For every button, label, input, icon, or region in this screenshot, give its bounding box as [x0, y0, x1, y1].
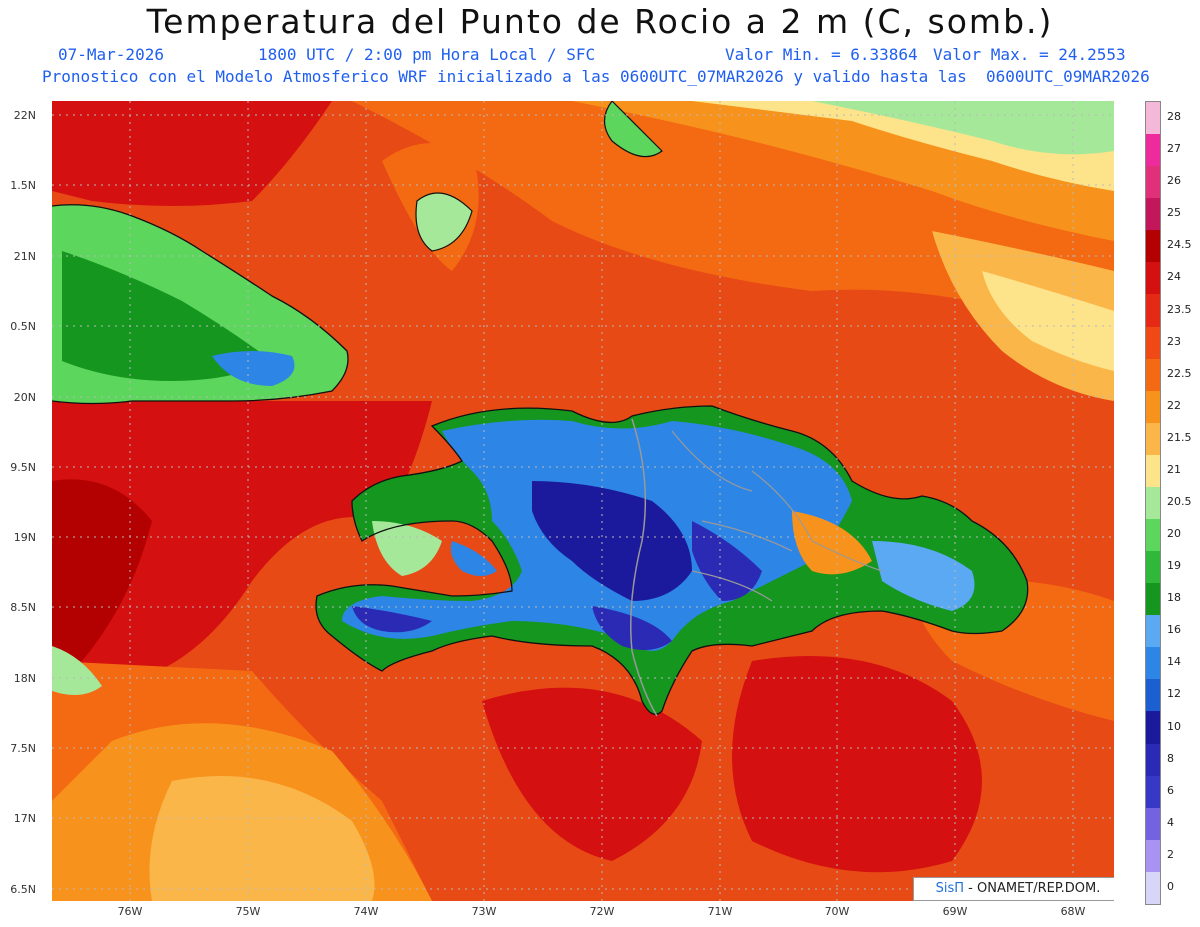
lon-label: 73W [471, 905, 497, 918]
lat-label: 20N [13, 391, 36, 404]
credit-text: - ONAMET/REP.DOM. [964, 881, 1101, 896]
colorbar-label: 23.5 [1167, 302, 1192, 316]
colorbar-swatch [1146, 486, 1160, 520]
colorbar-swatch [1146, 198, 1160, 231]
colorbar-label: 20 [1167, 527, 1181, 541]
credit-brand: SisΠ [935, 881, 965, 896]
colorbar-swatch [1146, 326, 1160, 359]
lat-label: 7.5N [10, 742, 36, 755]
colorbar-swatch [1146, 679, 1160, 712]
map-title: Temperatura del Punto de Rocio a 2 m (C,… [146, 2, 1054, 41]
lon-label: 76W [117, 905, 143, 918]
colorbar-swatch [1146, 102, 1160, 135]
colorbar-swatch [1146, 134, 1160, 167]
colorbar-swatch [1146, 262, 1160, 295]
colorbar-label: 8 [1167, 751, 1174, 765]
colorbar-label: 6 [1167, 783, 1174, 797]
lon-label: 68W [1060, 905, 1086, 918]
colorbar-swatch [1146, 711, 1160, 744]
lat-label: 21N [13, 250, 36, 263]
colorbar-swatch [1146, 615, 1160, 648]
colorbar-label: 21 [1167, 462, 1181, 476]
lon-label: 72W [589, 905, 615, 918]
colorbar-label: 22.5 [1167, 366, 1192, 380]
lat-label: 0.5N [10, 320, 36, 333]
colorbar-label: 26 [1167, 174, 1181, 188]
lon-label: 70W [824, 905, 850, 918]
lon-label: 75W [235, 905, 261, 918]
lat-label: 8.5N [10, 601, 36, 614]
colorbar-swatch [1146, 454, 1160, 487]
lon-label: 69W [942, 905, 968, 918]
colorbar-label: 12 [1167, 687, 1181, 701]
colorbar-label: 24 [1167, 270, 1181, 284]
colorbar-swatch [1146, 839, 1160, 872]
colorbar-label: 0 [1167, 879, 1174, 893]
colorbar-label: 25 [1167, 206, 1181, 220]
colorbar-label: 22 [1167, 398, 1181, 412]
forecast-time: 1800 UTC / 2:00 pm Hora Local / SFC [258, 45, 596, 64]
lat-label: 6.5N [10, 883, 36, 896]
colorbar-label: 16 [1167, 623, 1181, 637]
colorbar-swatch [1146, 519, 1160, 552]
colorbar-label: 19 [1167, 559, 1181, 573]
forecast-info: Pronostico con el Modelo Atmosferico WRF… [42, 67, 1150, 86]
map-field [52, 101, 1114, 901]
colorbar-swatch [1146, 583, 1160, 616]
colorbar-swatch [1146, 647, 1160, 680]
dewpoint-map: SisΠ - ONAMET/REP.DOM. [52, 101, 1114, 901]
colorbar-swatch [1146, 807, 1160, 840]
min-value: Valor Min. = 6.33864 [725, 45, 918, 64]
colorbar [1145, 101, 1161, 905]
colorbar-label: 10 [1167, 719, 1181, 733]
colorbar-label: 27 [1167, 142, 1181, 156]
forecast-date: 07-Mar-2026 [58, 45, 164, 64]
colorbar-label: 20.5 [1167, 495, 1192, 508]
colorbar-label: 2 [1167, 847, 1174, 861]
lat-label: 9.5N [10, 461, 36, 474]
colorbar-swatch [1146, 230, 1160, 263]
colorbar-label: 14 [1167, 655, 1181, 669]
colorbar-swatch [1146, 422, 1160, 455]
colorbar-label: 23 [1167, 334, 1181, 348]
lat-label: 1.5N [10, 179, 36, 192]
colorbar-swatch [1146, 743, 1160, 776]
colorbar-swatch [1146, 775, 1160, 808]
lat-label: 17N [13, 812, 36, 825]
lat-label: 18N [13, 672, 36, 685]
colorbar-label: 28 [1167, 110, 1181, 124]
colorbar-swatch [1146, 390, 1160, 423]
colorbar-swatch [1146, 166, 1160, 199]
colorbar-swatch [1146, 358, 1160, 391]
colorbar-swatch [1146, 551, 1160, 584]
colorbar-label: 21.5 [1167, 430, 1192, 444]
colorbar-label: 4 [1167, 815, 1174, 829]
lat-label: 19N [13, 531, 36, 544]
credit-box: SisΠ - ONAMET/REP.DOM. [913, 877, 1114, 901]
lon-label: 71W [707, 905, 733, 918]
max-value: Valor Max. = 24.2553 [933, 45, 1126, 64]
colorbar-swatch [1146, 871, 1160, 904]
lon-label: 74W [353, 905, 379, 918]
colorbar-swatch [1146, 294, 1160, 327]
colorbar-label: 18 [1167, 591, 1181, 605]
lat-label: 22N [13, 109, 36, 122]
colorbar-label: 24.5 [1167, 238, 1192, 252]
